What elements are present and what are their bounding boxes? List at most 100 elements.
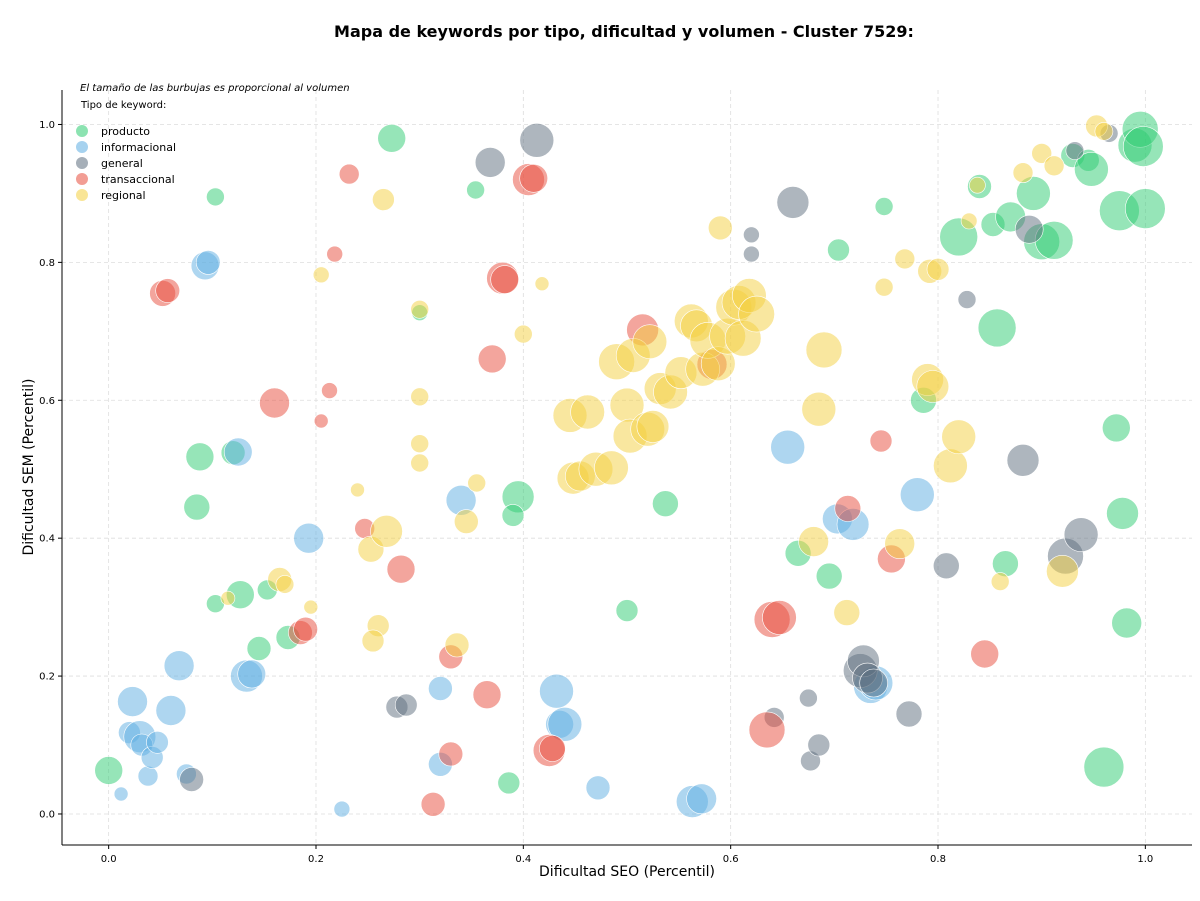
bubble-producto — [992, 550, 1019, 578]
y-axis-label: Dificultad SEM (Percentil) — [21, 379, 37, 556]
bubble-regional — [933, 448, 968, 484]
bubble-regional — [372, 188, 395, 211]
bubble-regional — [303, 599, 319, 615]
bubble-regional — [1031, 143, 1052, 164]
bubble-regional — [1012, 162, 1034, 183]
bubble-regional — [410, 387, 430, 407]
bubble-producto — [815, 562, 843, 590]
bubble-informacional — [137, 765, 159, 787]
legend-label-informacional: informacional — [101, 141, 176, 154]
bubble-transaccional — [326, 245, 344, 263]
bubble-informacional — [333, 800, 351, 818]
bubble-regional — [805, 331, 843, 369]
size-note: El tamaño de las burbujas es proporciona… — [80, 83, 350, 94]
bubble-regional — [636, 410, 670, 443]
legend-marker-producto — [76, 125, 88, 137]
bubble-producto — [874, 197, 894, 216]
bubble-regional — [1046, 554, 1079, 588]
legend-label-general: general — [101, 157, 143, 170]
x-tick-label: 1.0 — [1137, 854, 1153, 865]
bubble-general — [1014, 215, 1044, 244]
bubble-transaccional — [313, 413, 329, 429]
bubble-regional — [632, 324, 668, 360]
bubble-transaccional — [293, 616, 318, 642]
bubble-informacional — [539, 673, 574, 709]
grid — [62, 90, 1192, 845]
bubble-transaccional — [438, 741, 464, 767]
bubble-general — [957, 290, 977, 309]
bubble-producto — [1016, 176, 1051, 211]
bubble-transaccional — [834, 495, 862, 522]
bubble-regional — [570, 394, 605, 430]
bubble-regional — [410, 434, 430, 454]
y-tick-label: 0.4 — [39, 534, 55, 545]
bubble-informacional — [686, 783, 717, 815]
bubble-regional — [926, 257, 950, 281]
y-tick-label: 1.0 — [39, 120, 55, 131]
bubble-regional — [444, 632, 470, 658]
bubble-transaccional — [321, 382, 338, 399]
bubble-transaccional — [869, 429, 893, 453]
bubble-informacional — [113, 786, 129, 802]
bubble-regional — [969, 176, 986, 194]
bubble-layer — [94, 111, 1166, 818]
bubble-producto — [466, 180, 485, 200]
series-transaccional — [149, 163, 1000, 817]
bubble-producto — [497, 771, 521, 795]
bubble-regional — [874, 277, 894, 297]
bubble-transaccional — [155, 278, 180, 303]
legend-marker-transaccional — [76, 173, 88, 185]
bubble-regional — [594, 450, 629, 486]
bubble-informacional — [223, 437, 253, 467]
bubble-transaccional — [539, 735, 566, 762]
bubble-producto — [185, 442, 215, 472]
bubble-producto — [1123, 126, 1164, 167]
bubble-producto — [206, 187, 225, 207]
bubble-informacional — [547, 706, 583, 742]
bubble-producto — [652, 490, 679, 518]
bubble-transaccional — [420, 791, 446, 817]
bubble-general — [859, 668, 889, 698]
bubble-general — [743, 226, 760, 244]
bubble-transaccional — [477, 344, 507, 374]
x-tick-label: 0.2 — [308, 854, 324, 865]
bubble-regional — [801, 391, 837, 427]
series-regional — [220, 114, 1114, 658]
bubble-regional — [707, 215, 733, 241]
bubble-transaccional — [519, 164, 549, 193]
series-producto — [94, 111, 1166, 795]
bubble-regional — [833, 599, 861, 626]
bubble-general — [776, 186, 810, 219]
bubble-transaccional — [386, 554, 416, 584]
bubble-informacional — [428, 676, 453, 701]
bubble-informacional — [770, 429, 806, 465]
legend-label-producto: producto — [101, 125, 150, 138]
bubble-regional — [1094, 122, 1114, 141]
bubble-producto — [1111, 607, 1142, 639]
bubble-informacional — [146, 730, 169, 754]
bubble-informacional — [293, 522, 325, 554]
bubble-regional — [350, 482, 365, 498]
bubble-general — [179, 767, 204, 792]
bubble-producto — [615, 599, 639, 622]
legend: Tipo de keyword: producto informacional ge… — [76, 100, 176, 202]
x-tick-label: 0.4 — [515, 854, 531, 865]
bubble-transaccional — [490, 265, 520, 294]
bubble-producto — [183, 493, 211, 521]
bubble-producto — [501, 504, 525, 527]
legend-marker-informacional — [76, 141, 88, 153]
bubble-regional — [361, 629, 385, 653]
bubble-informacional — [155, 695, 187, 726]
bubble-regional — [738, 295, 775, 333]
bubble-transaccional — [338, 163, 360, 185]
bubble-general — [474, 147, 506, 178]
bubble-general — [519, 123, 555, 158]
bubble-general — [1006, 443, 1040, 477]
bubble-regional — [884, 528, 916, 560]
bubble-regional — [894, 248, 916, 270]
bubble-regional — [410, 299, 430, 319]
bubble-regional — [467, 473, 487, 493]
bubble-regional — [916, 370, 950, 403]
